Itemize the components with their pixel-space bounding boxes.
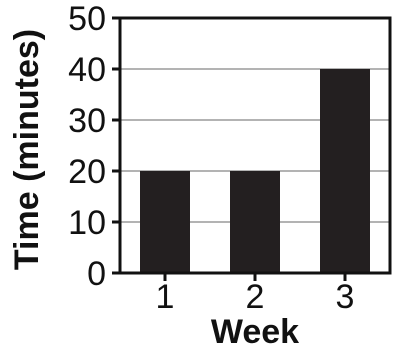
x-tick-label: 2	[246, 278, 265, 316]
x-tick-label: 3	[336, 278, 355, 316]
x-axis-title: Week	[211, 313, 299, 350]
bars	[140, 69, 370, 273]
y-tick-label: 30	[68, 102, 106, 140]
x-tick-labels: 1 2 3	[156, 278, 355, 316]
bar-week-1	[140, 171, 190, 273]
y-tick-label: 20	[68, 153, 106, 191]
y-tick-label: 50	[68, 0, 106, 38]
y-tick-label: 40	[68, 51, 106, 89]
bar-week-2	[230, 171, 280, 273]
y-axis-title: Time (minutes)	[8, 29, 46, 270]
x-tick-label: 1	[156, 278, 175, 316]
bar-week-3	[320, 69, 370, 273]
y-tick-label: 0	[87, 255, 106, 293]
y-tick-label: 10	[68, 204, 106, 242]
y-tick-labels: 0 10 20 30 40 50	[68, 0, 106, 293]
